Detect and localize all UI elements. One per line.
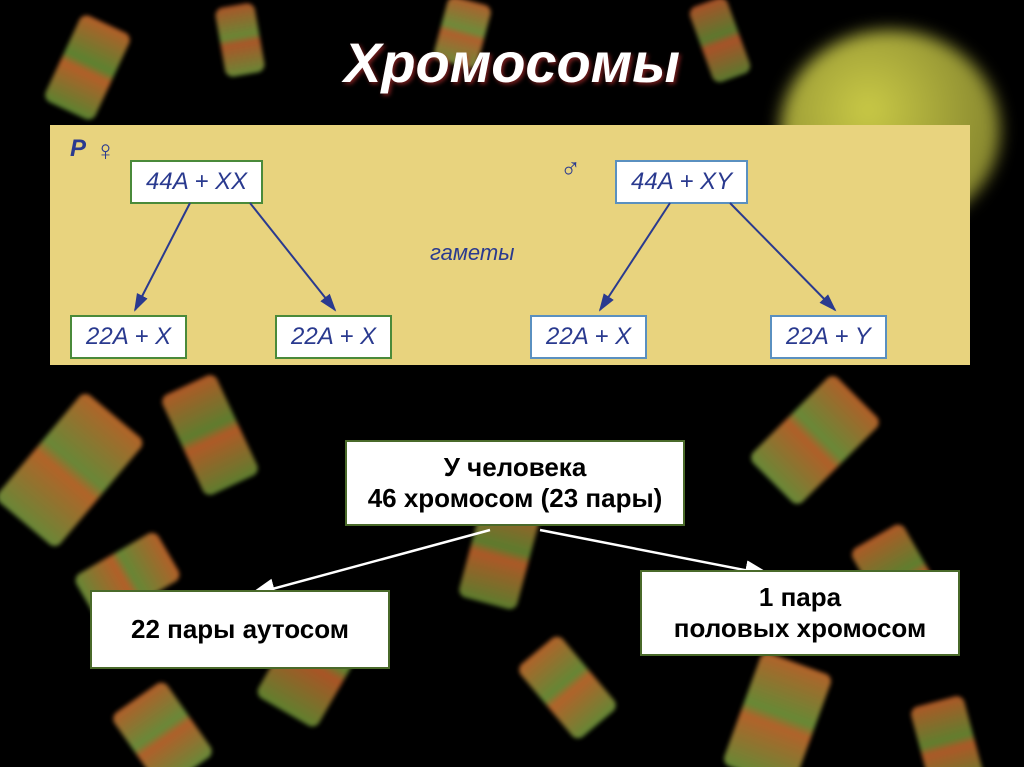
autosomes-info: 22 пары аутосом bbox=[90, 590, 390, 669]
genetics-diagram-panel: P ♀ ♂ гаметы 44A + XX44A + XY22A + X22A … bbox=[50, 125, 970, 365]
human-chromosome-info: У человека 46 хромосом (23 пары) bbox=[345, 440, 685, 526]
sex-info-line2: половых хромосом bbox=[660, 613, 940, 644]
human-info-line1: У человека bbox=[365, 452, 665, 483]
human-info-line2: 46 хромосом (23 пары) bbox=[365, 483, 665, 514]
sex-chromosomes-info: 1 пара половых хромосом bbox=[640, 570, 960, 656]
autosomes-text: 22 пары аутосом bbox=[110, 614, 370, 645]
slide-title: Хромосомы bbox=[344, 30, 680, 95]
sex-info-line1: 1 пара bbox=[660, 582, 940, 613]
inheritance-arrows bbox=[50, 125, 970, 365]
